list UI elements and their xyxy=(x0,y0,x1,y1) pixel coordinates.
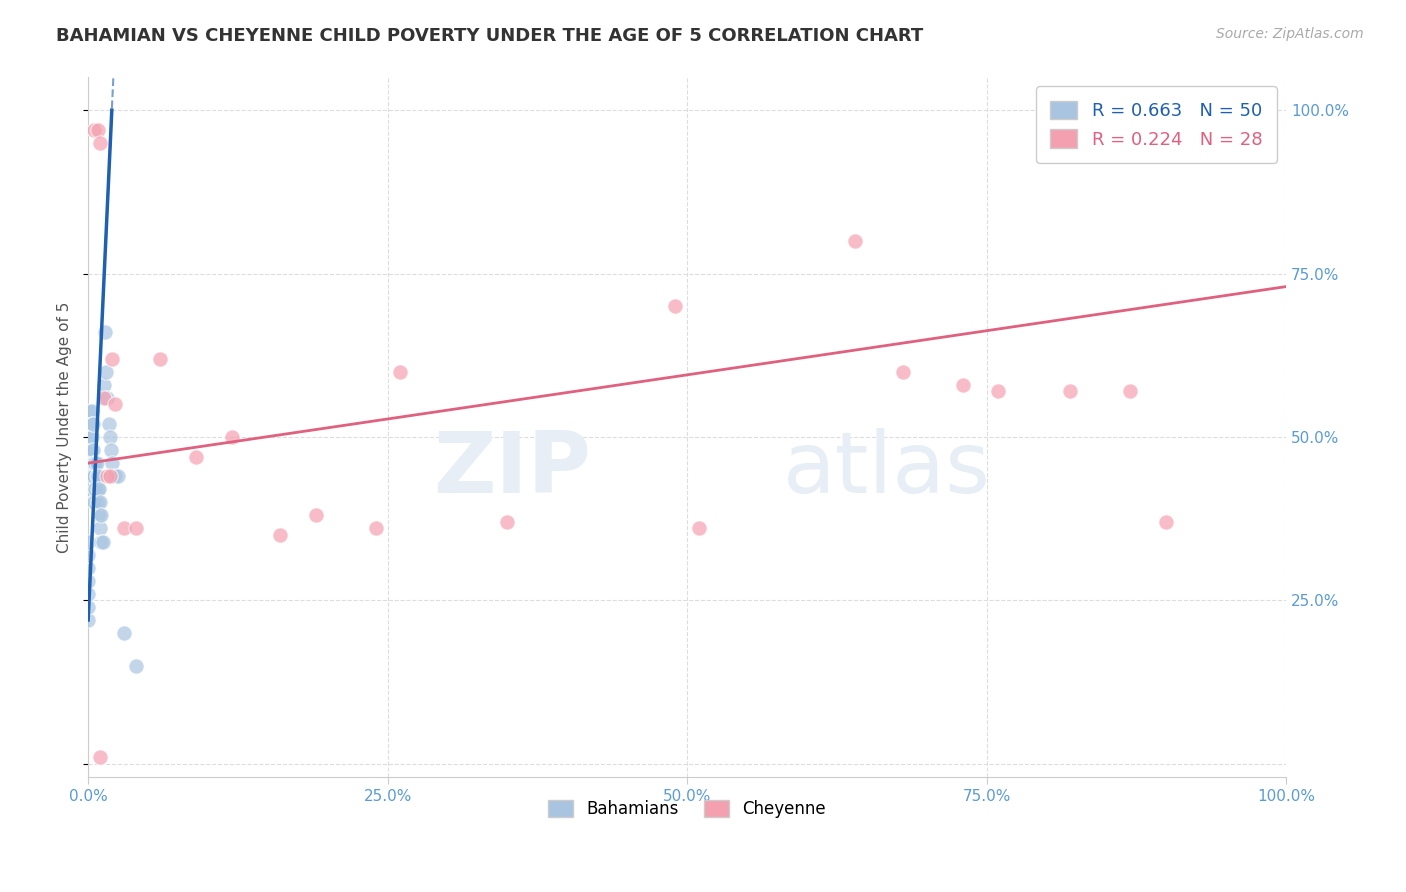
Point xyxy=(87,482,110,496)
Point xyxy=(112,626,135,640)
Point xyxy=(87,469,110,483)
Point xyxy=(664,299,686,313)
Point xyxy=(79,469,101,483)
Point xyxy=(87,508,110,523)
Point xyxy=(82,417,104,431)
Point xyxy=(844,234,866,248)
Point xyxy=(149,351,172,366)
Point xyxy=(79,469,101,483)
Point xyxy=(103,397,125,411)
Point xyxy=(1154,515,1177,529)
Point xyxy=(89,750,111,764)
Point xyxy=(987,384,1010,399)
Point xyxy=(952,377,974,392)
Point xyxy=(86,469,108,483)
Point xyxy=(77,599,100,614)
Point xyxy=(77,613,100,627)
Point xyxy=(97,417,120,431)
Point xyxy=(125,658,148,673)
Point xyxy=(891,365,914,379)
Point xyxy=(77,534,100,549)
Point xyxy=(305,508,328,523)
Point xyxy=(101,351,124,366)
Point xyxy=(112,521,135,535)
Point xyxy=(83,456,105,470)
Text: BAHAMIAN VS CHEYENNE CHILD POVERTY UNDER THE AGE OF 5 CORRELATION CHART: BAHAMIAN VS CHEYENNE CHILD POVERTY UNDER… xyxy=(56,27,924,45)
Point xyxy=(82,443,104,458)
Point xyxy=(96,469,118,483)
Point xyxy=(688,521,710,535)
Point xyxy=(89,521,111,535)
Point xyxy=(93,377,115,392)
Point xyxy=(77,574,100,588)
Point xyxy=(79,443,101,458)
Point xyxy=(101,456,124,470)
Point xyxy=(80,404,103,418)
Legend: Bahamians, Cheyenne: Bahamians, Cheyenne xyxy=(541,793,832,824)
Point xyxy=(1119,384,1142,399)
Point xyxy=(87,495,110,509)
Point xyxy=(83,122,105,136)
Point xyxy=(80,430,103,444)
Point xyxy=(89,495,111,509)
Point xyxy=(98,469,121,483)
Point xyxy=(93,391,115,405)
Point xyxy=(86,456,108,470)
Point xyxy=(79,482,101,496)
Text: atlas: atlas xyxy=(783,427,991,510)
Point xyxy=(90,508,112,523)
Point xyxy=(90,534,112,549)
Point xyxy=(364,521,387,535)
Point xyxy=(98,430,121,444)
Point xyxy=(91,534,114,549)
Point xyxy=(79,404,101,418)
Point xyxy=(83,495,105,509)
Point xyxy=(496,515,519,529)
Point xyxy=(80,417,103,431)
Text: ZIP: ZIP xyxy=(433,427,592,510)
Point xyxy=(87,122,110,136)
Point xyxy=(82,456,104,470)
Point xyxy=(388,365,411,379)
Point xyxy=(77,587,100,601)
Point xyxy=(184,450,207,464)
Point xyxy=(94,365,117,379)
Point xyxy=(125,521,148,535)
Y-axis label: Child Poverty Under the Age of 5: Child Poverty Under the Age of 5 xyxy=(58,301,72,553)
Point xyxy=(96,391,118,405)
Point xyxy=(77,548,100,562)
Point xyxy=(79,430,101,444)
Point xyxy=(89,136,111,150)
Point xyxy=(84,482,107,496)
Point xyxy=(100,443,122,458)
Point xyxy=(103,469,125,483)
Point xyxy=(80,456,103,470)
Point xyxy=(84,456,107,470)
Point xyxy=(87,482,110,496)
Point xyxy=(83,469,105,483)
Point xyxy=(1059,384,1081,399)
Point xyxy=(77,560,100,574)
Point xyxy=(221,430,243,444)
Point xyxy=(94,326,117,340)
Point xyxy=(107,469,129,483)
Point xyxy=(269,528,291,542)
Point xyxy=(79,456,101,470)
Text: Source: ZipAtlas.com: Source: ZipAtlas.com xyxy=(1216,27,1364,41)
